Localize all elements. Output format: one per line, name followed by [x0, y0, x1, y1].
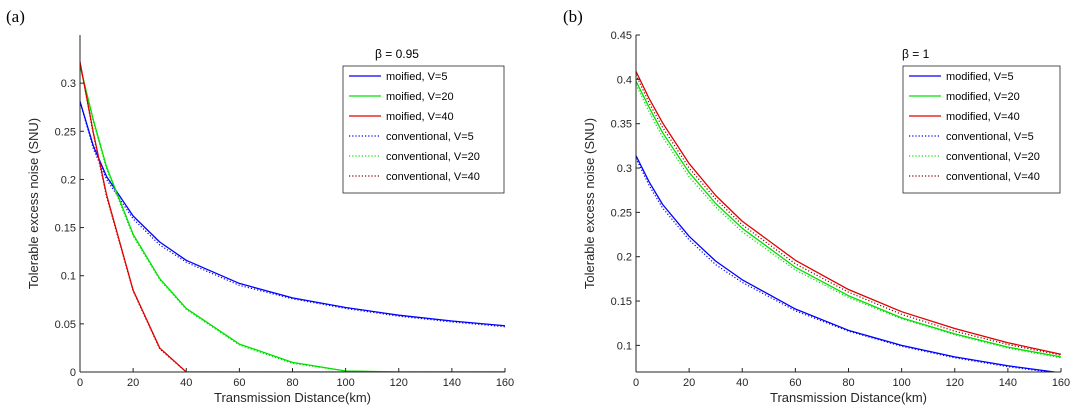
x-tick-label: 60 — [233, 377, 245, 389]
x-axis-label: Transmission Distance(km) — [214, 390, 371, 405]
y-tick-label: 0.05 — [55, 319, 76, 331]
series-group — [80, 61, 505, 372]
x-tick-label: 160 — [1052, 377, 1070, 389]
y-tick-label: 0.15 — [611, 296, 632, 308]
legend-entry: conventional, V=20 — [946, 151, 1040, 163]
series-line-modified-v-5 — [636, 155, 1060, 372]
y-tick-label: 0.25 — [55, 126, 76, 138]
legend-entry: moified, V=5 — [386, 71, 447, 83]
x-tick-label: 40 — [736, 377, 748, 389]
y-tick-label: 0.25 — [611, 207, 632, 219]
y-axis-label: Tolerable excess noise (SNU) — [26, 118, 41, 289]
series-line-conventional-v-20 — [80, 65, 505, 372]
legend: modified, V=5 modified, V=20 modified, V=4… — [902, 65, 1061, 194]
x-tick-label: 120 — [946, 377, 964, 389]
panel-label: (b) — [563, 7, 583, 26]
beta-annotation: β = 1 — [902, 47, 930, 61]
x-tick-label: 20 — [127, 377, 139, 389]
legend: moified, V=5 moified, V=20 moified, V=40 co… — [342, 65, 505, 194]
y-tick-label: 0.35 — [611, 119, 632, 131]
legend-entry: conventional, V=40 — [946, 171, 1040, 183]
chart-panel-a: (a) 0 20 40 60 80 100 120 140 160 0 0.05 0.1 0.15 0.2 0… — [6, 7, 514, 405]
x-tick-label: 160 — [496, 377, 514, 389]
x-tick-label: 40 — [180, 377, 192, 389]
series-line-conventional-v-40 — [636, 74, 1061, 356]
x-tick-label: 120 — [390, 377, 408, 389]
legend-box — [342, 65, 505, 194]
legend-entry: modified, V=5 — [946, 71, 1014, 83]
legend-box — [902, 65, 1061, 194]
chart-panel-b: (b) 0 20 40 60 80 100 120 140 160 0.1 0.15 0.2 0.25 0.… — [563, 7, 1070, 405]
y-tick-label: 0.2 — [61, 174, 76, 186]
legend-entry: conventional, V=5 — [386, 131, 474, 143]
legend-entry: conventional, V=40 — [386, 171, 480, 183]
x-tick-label: 80 — [842, 377, 854, 389]
x-tick-label: 140 — [443, 377, 461, 389]
x-tick-label: 0 — [633, 377, 639, 389]
legend-entry: modified, V=40 — [946, 111, 1020, 123]
legend-entry: moified, V=20 — [386, 91, 454, 103]
legend-entry: conventional, V=20 — [386, 151, 480, 163]
x-tick-label: 100 — [336, 377, 354, 389]
x-tick-label: 100 — [892, 377, 910, 389]
x-tick-label: 20 — [683, 377, 695, 389]
beta-annotation: β = 0.95 — [375, 47, 419, 61]
y-tick-label: 0 — [70, 367, 76, 379]
series-line-modified-v-40 — [636, 71, 1061, 355]
series-group — [636, 71, 1061, 372]
x-tick-label: 140 — [999, 377, 1017, 389]
series-line-moified-v-5 — [80, 101, 505, 327]
series-line-conventional-v-5 — [636, 158, 1053, 372]
y-tick-label: 0.3 — [61, 78, 76, 90]
y-tick-label: 0.4 — [617, 74, 632, 86]
panel-label: (a) — [6, 7, 25, 26]
y-tick-label: 0.1 — [617, 340, 632, 352]
series-line-moified-v-20 — [80, 65, 505, 372]
x-tick-label: 60 — [789, 377, 801, 389]
y-tick-label: 0.1 — [61, 271, 76, 283]
series-line-modified-v-20 — [636, 80, 1061, 358]
legend-entry: conventional, V=5 — [946, 131, 1034, 143]
series-line-conventional-v-5 — [80, 101, 505, 328]
y-tick-label: 0.15 — [55, 223, 76, 235]
legend-entry: modified, V=20 — [946, 91, 1020, 103]
y-tick-label: 0.2 — [617, 252, 632, 264]
legend-entry: moified, V=40 — [386, 111, 454, 123]
series-line-moified-v-40 — [80, 61, 505, 372]
y-tick-label: 0.45 — [611, 30, 632, 42]
x-tick-label: 80 — [286, 377, 298, 389]
x-axis-label: Transmission Distance(km) — [770, 390, 927, 405]
y-axis-label: Tolerable excess noise (SNU) — [582, 118, 597, 289]
x-tick-label: 0 — [77, 377, 83, 389]
y-tick-label: 0.3 — [617, 163, 632, 175]
